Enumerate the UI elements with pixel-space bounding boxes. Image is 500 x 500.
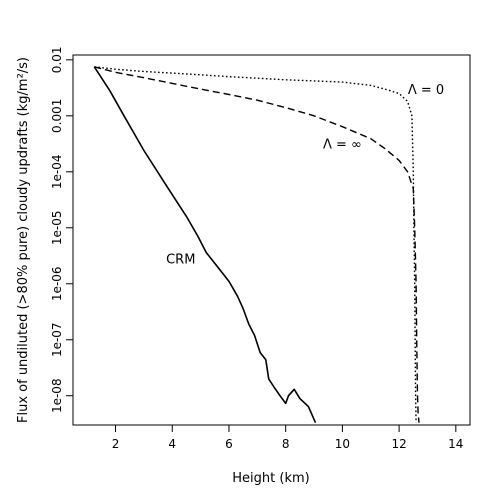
x-tick-label: 10 [335,437,350,451]
x-tick-label: 4 [168,437,176,451]
x-axis: 2 4 6 8 10 12 14 [112,424,463,451]
y-tick-label: 1e-05 [50,210,64,245]
y-tick-label: 1e-07 [50,322,64,357]
x-tick-label: 8 [282,437,290,451]
series-line-dotted [94,66,417,423]
y-tick-label: 0.001 [50,99,64,133]
y-axis: 0.01 0.001 1e-04 1e-05 1e-06 1e-07 1e-08 [50,46,74,413]
annotation-label: Λ = 0 [408,83,444,98]
annotation-label: CRM [166,253,195,268]
y-axis-title: Flux of undiluted (>80% pure) cloudy upd… [16,57,31,423]
x-tick-label: 12 [391,437,406,451]
y-tick-label: 1e-06 [50,266,64,301]
x-tick-label: 2 [112,437,120,451]
y-tick-label: 1e-04 [50,154,64,189]
x-axis-title: Height (km) [232,471,309,486]
plot-frame [72,54,471,426]
x-tick-label: 6 [225,437,233,451]
annotation-layer: CRM Λ = ∞ Λ = 0 [166,83,444,268]
y-tick-label: 1e-08 [50,378,64,413]
series-line-solid [93,66,317,424]
annotation-label: Λ = ∞ [323,138,362,153]
series-layer [93,66,420,424]
y-tick-label: 0.01 [50,46,64,73]
x-tick-label: 14 [448,437,463,451]
series-line-dashed [94,66,420,423]
